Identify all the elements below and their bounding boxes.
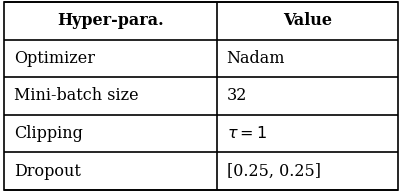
Text: [0.25, 0.25]: [0.25, 0.25] xyxy=(226,163,320,180)
Text: Nadam: Nadam xyxy=(226,50,284,67)
Text: $\tau = 1$: $\tau = 1$ xyxy=(226,125,266,142)
Text: Clipping: Clipping xyxy=(14,125,83,142)
Text: 32: 32 xyxy=(226,88,246,104)
Text: Value: Value xyxy=(282,12,331,29)
Text: Hyper-para.: Hyper-para. xyxy=(57,12,163,29)
Text: Mini-batch size: Mini-batch size xyxy=(14,88,138,104)
Text: Dropout: Dropout xyxy=(14,163,81,180)
Text: Optimizer: Optimizer xyxy=(14,50,95,67)
